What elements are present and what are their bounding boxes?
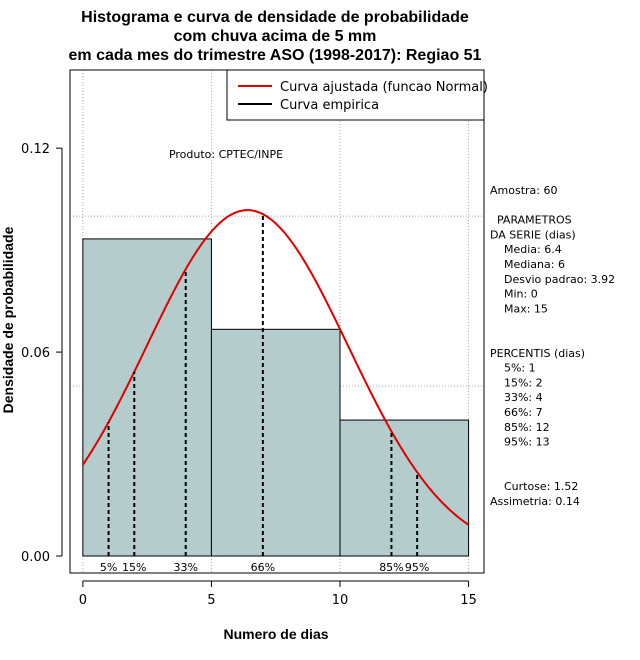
x-tick-label-3: 15: [460, 593, 477, 608]
stats-line-6: Desvio padrao: 3.92: [490, 273, 615, 286]
x-tick-label-0: 0: [79, 593, 87, 608]
y-tick-label-1: 0.06: [21, 346, 50, 361]
stats-line-3: DA SERIE (dias): [490, 228, 576, 241]
percentile-label-5: 95%: [405, 561, 429, 574]
percentile-label-2: 33%: [173, 561, 197, 574]
stats-line-12: 5%: 1: [490, 362, 536, 375]
percentile-label-0: 5%: [100, 561, 117, 574]
stats-line-16: 85%: 12: [490, 421, 550, 434]
legend-box: [226, 69, 485, 121]
chart-title-line-1: Histograma e curva de densidade de proba…: [81, 9, 469, 26]
stats-line-15: 66%: 7: [490, 406, 543, 419]
stats-line-0: Amostra: 60: [490, 184, 557, 197]
percentile-label-1: 15%: [122, 561, 146, 574]
histogram-bar-2: [339, 419, 470, 557]
fitted-normal-curve: [82, 209, 470, 526]
legend-label-fitted: Curva ajustada (funcao Normal): [280, 80, 488, 95]
stats-line-8: Max: 15: [490, 302, 548, 315]
legend-label-empirical: Curva empirica: [280, 98, 379, 113]
product-annotation: Produto: CPTEC/INPE: [169, 148, 283, 161]
stats-line-5: Mediana: 6: [490, 258, 565, 271]
x-axis: 0 5 10 15: [79, 580, 477, 608]
histogram-bar-1: [210, 328, 341, 557]
chart-title-line-3: em cada mes do trimestre ASO (1998-2017)…: [69, 47, 482, 64]
y-axis: 0.00 0.06 0.12: [21, 142, 63, 565]
stats-line-4: Media: 6.4: [490, 243, 562, 256]
stats-line-11: PERCENTIS (dias): [490, 347, 585, 360]
x-tick-label-2: 10: [332, 593, 349, 608]
x-tick-label-1: 5: [207, 593, 215, 608]
x-axis-label: Numero de dias: [223, 626, 328, 642]
histogram-bars: [82, 238, 470, 557]
density-curves: [82, 209, 470, 526]
histogram-bar-0: [82, 238, 212, 557]
stats-line-21: Assimetria: 0.14: [490, 495, 580, 508]
stats-line-17: 95%: 13: [490, 436, 550, 449]
y-axis-label: Densidade de probabilidade: [0, 226, 16, 413]
chart-title-line-2: com chuva acima de 5 mm: [174, 28, 377, 45]
stats-line-2: PARAMETROS: [490, 214, 572, 227]
chart-title: Histograma e curva de densidade de proba…: [69, 9, 482, 64]
stats-line-14: 33%: 4: [490, 391, 543, 404]
percentile-label-3: 66%: [251, 561, 275, 574]
stats-line-7: Min: 0: [490, 288, 538, 301]
y-tick-label-0: 0.00: [21, 550, 50, 565]
legend: Curva ajustada (funcao Normal) Curva emp…: [226, 69, 488, 121]
percentile-lines: 5% 15% 33% 66% 85% 95%: [100, 214, 429, 574]
y-tick-label-2: 0.12: [21, 142, 50, 157]
stats-line-20: Curtose: 1.52: [490, 480, 578, 493]
stats-line-13: 15%: 2: [490, 376, 543, 389]
percentile-label-4: 85%: [379, 561, 403, 574]
